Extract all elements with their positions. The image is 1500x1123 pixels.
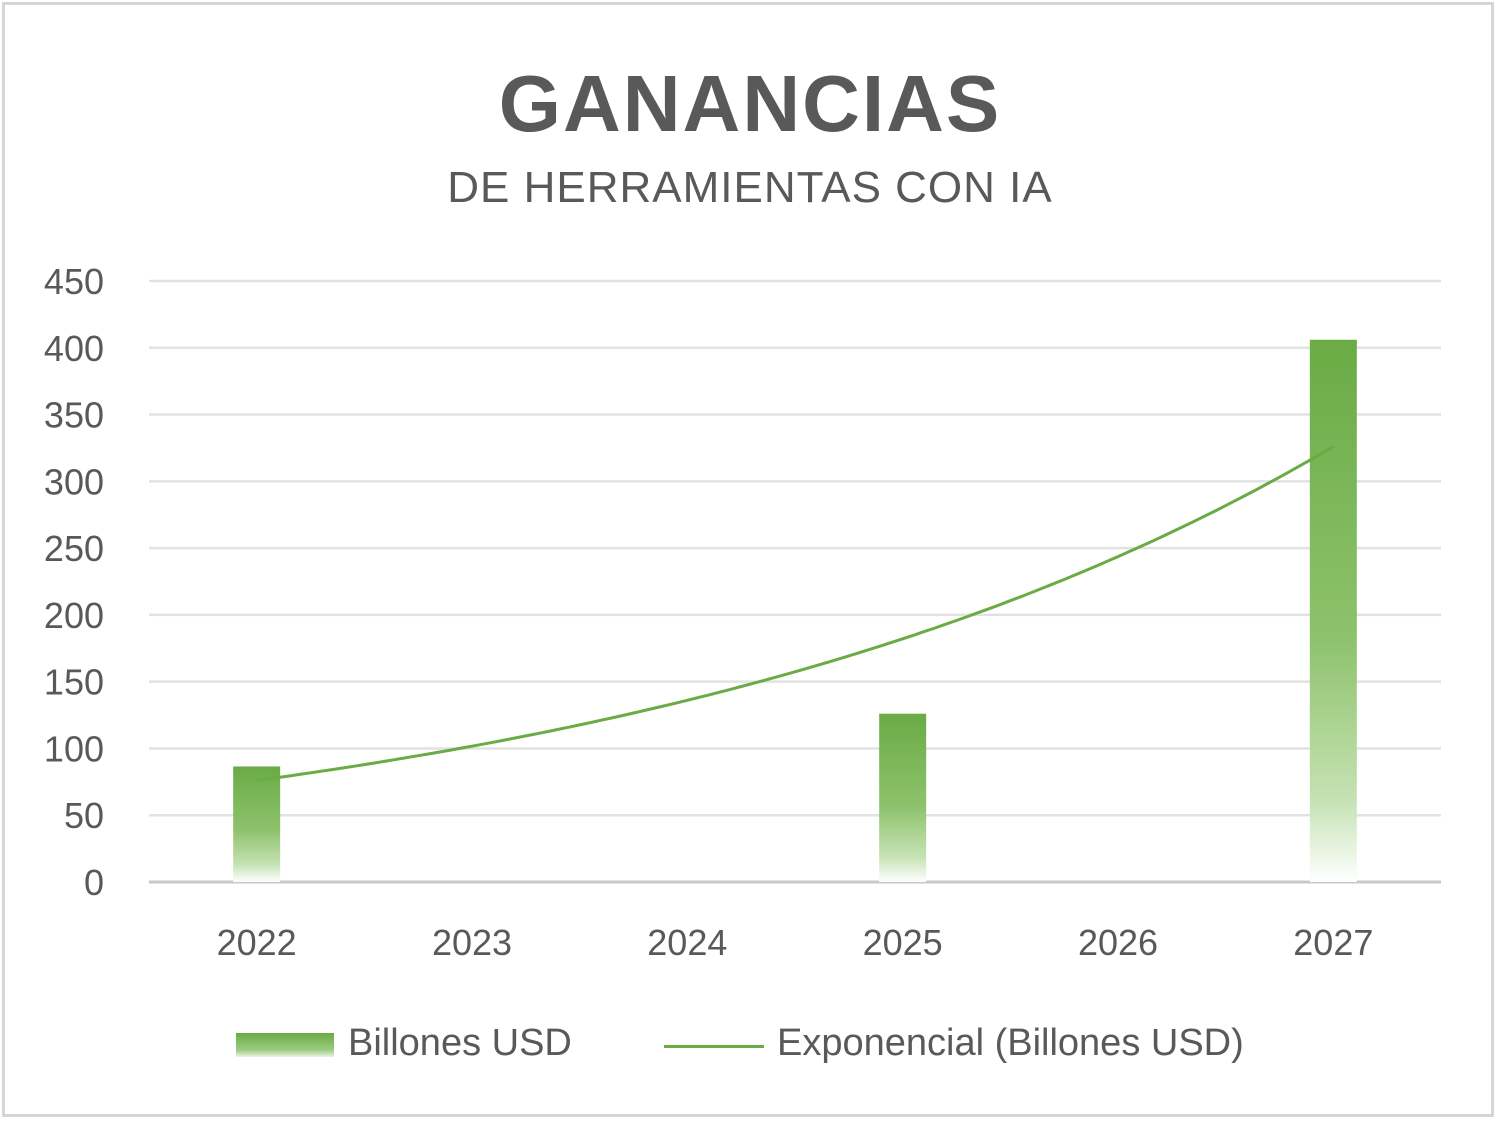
legend: Billones USD Exponencial (Billones USD) — [0, 1022, 1500, 1072]
x-tick-label: 2027 — [1293, 922, 1373, 963]
bar-series — [233, 339, 1357, 883]
y-tick-label: 400 — [44, 328, 104, 369]
legend-line-label: Exponencial (Billones USD) — [777, 1022, 1244, 1064]
y-tick-label: 300 — [44, 461, 104, 502]
bar — [233, 766, 281, 882]
y-tick-label: 100 — [44, 728, 104, 769]
y-tick-label: 250 — [44, 528, 104, 569]
x-tick-label: 2025 — [863, 922, 943, 963]
bar — [879, 713, 927, 882]
y-tick-label: 200 — [44, 595, 104, 636]
legend-bar-swatch — [236, 1033, 334, 1057]
x-tick-label: 2026 — [1078, 922, 1158, 963]
y-tick-label: 0 — [84, 862, 104, 903]
exponential-trendline — [256, 445, 1335, 782]
x-tick-label: 2023 — [432, 922, 512, 963]
gridlines — [149, 279, 1441, 884]
plot-area: 0 50 100 150 200 250 300 350 400 450 2022 2023 2024… — [44, 261, 1441, 963]
x-tick-label: 2024 — [647, 922, 727, 963]
bar — [1309, 339, 1357, 883]
y-tick-label: 450 — [44, 261, 104, 302]
chart-subtitle: DE HERRAMIENTAS CON IA — [447, 163, 1053, 212]
y-tick-label: 50 — [64, 795, 104, 836]
y-tick-label: 150 — [44, 662, 104, 703]
y-tick-label: 350 — [44, 395, 104, 436]
x-tick-label: 2022 — [217, 922, 297, 963]
chart-title: GANANCIAS — [498, 59, 1002, 148]
y-axis-ticks: 0 50 100 150 200 250 300 350 400 450 — [44, 261, 104, 903]
legend-bar-label: Billones USD — [348, 1022, 572, 1064]
x-axis-ticks: 2022 2023 2024 2025 2026 2027 — [217, 922, 1374, 963]
legend-line-swatch — [664, 1045, 764, 1048]
